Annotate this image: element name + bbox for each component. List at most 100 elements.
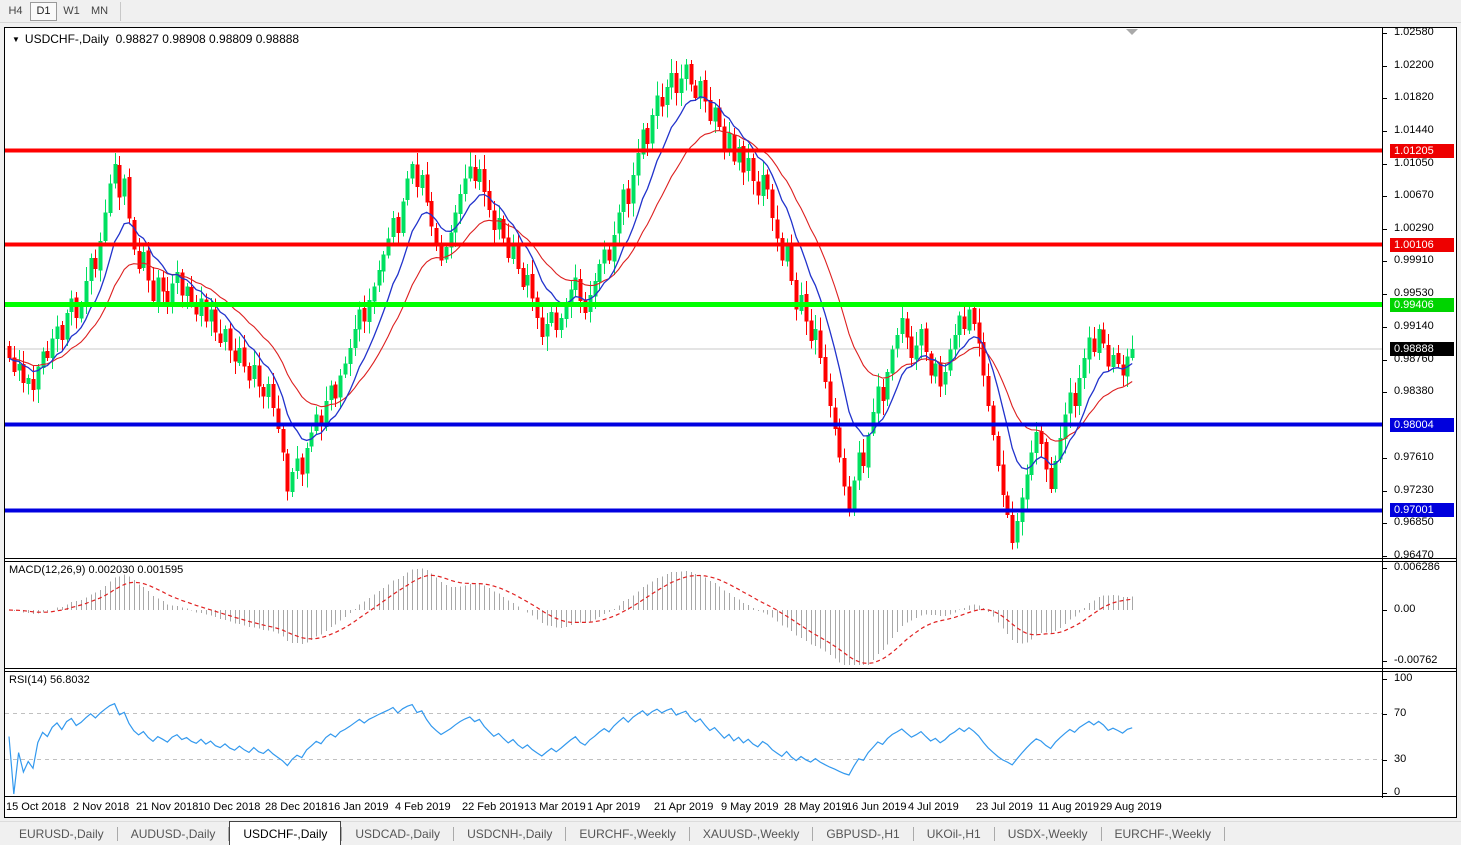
axis-tick-mark (1382, 458, 1387, 459)
price-level-badge: 1.00106 (1390, 238, 1454, 252)
axis-tick-mark (1382, 164, 1387, 165)
axis-tick-mark (1382, 714, 1387, 715)
axis-tick-mark (1382, 229, 1387, 230)
timeframe-button-h4[interactable]: H4 (2, 1, 29, 21)
date-axis-label: 29 Aug 2019 (1100, 801, 1162, 813)
tab-separator (341, 826, 343, 841)
date-axis-label: 16 Jan 2019 (328, 801, 389, 813)
axis-tick-mark (1382, 661, 1387, 662)
date-axis-label: 2 Nov 2018 (73, 801, 130, 813)
date-axis-label: 28 May 2019 (784, 801, 848, 813)
date-axis-label: 4 Jul 2019 (908, 801, 959, 813)
axis-label: 0.96470 (1394, 549, 1434, 561)
tab-usdx-weekly[interactable]: USDX-,Weekly (1007, 827, 1088, 841)
time-axis[interactable]: 15 Oct 2018 2 Nov 2018 21 Nov 2018 10 Dec 2… (5, 798, 1456, 817)
axis-tick-mark (1382, 131, 1387, 132)
rsi-indicator-label: RSI(14) 56.8032 (9, 674, 90, 686)
axis-label: 70 (1394, 707, 1407, 719)
tab-eurchf-weekly[interactable]: EURCHF-,Weekly (1114, 827, 1211, 841)
axis-label: 1.00290 (1394, 222, 1434, 234)
axis-label: 0.99530 (1394, 287, 1434, 299)
chart-title: ▼ USDCHF-,Daily 0.98827 0.98908 0.98809 0… (12, 32, 299, 46)
chart-ohlc-values: 0.98827 0.98908 0.98809 0.98888 (115, 32, 300, 46)
tab-separator (912, 826, 914, 841)
tab-eurchf-weekly[interactable]: EURCHF-,Weekly (579, 827, 676, 841)
tab-xauusd-weekly[interactable]: XAUUSD-,Weekly (702, 827, 800, 841)
macd-chart-canvas[interactable] (5, 562, 1382, 668)
rsi-pane[interactable]: RSI(14) 56.8032 (5, 672, 1456, 797)
tab-audusd-daily[interactable]: AUDUSD-,Daily (130, 827, 216, 841)
chart-symbol-label: USDCHF-,Daily (24, 32, 109, 46)
axis-tick-mark (1382, 66, 1387, 67)
timeframe-buttons: H4 D1 W1 MN (2, 1, 114, 21)
axis-label: 1.01050 (1394, 157, 1434, 169)
pane-splitter-rsi[interactable] (5, 668, 1456, 672)
symbol-tabbar: EURUSD-,Daily AUDUSD-,Daily USDCHF-,Daily U… (0, 821, 1461, 845)
chart-dropdown-icon[interactable]: ▼ (12, 35, 20, 44)
timeframe-button-mn[interactable]: MN (86, 1, 113, 21)
date-axis-label: 13 Mar 2019 (524, 801, 586, 813)
axis-tick-mark (1382, 491, 1387, 492)
axis-label: -0.00762 (1394, 654, 1438, 666)
tab-separator (116, 826, 118, 841)
date-axis-label: 21 Apr 2019 (654, 801, 714, 813)
price-pane[interactable]: ▼ USDCHF-,Daily 0.98827 0.98908 0.98809 0… (5, 28, 1456, 558)
tab-separator (1100, 826, 1102, 841)
tab-usdcad-daily[interactable]: USDCAD-,Daily (355, 827, 441, 841)
axis-label: 0.99910 (1394, 254, 1434, 266)
axis-tick-mark (1382, 33, 1387, 34)
axis-label: 0.96850 (1394, 516, 1434, 528)
axis-tick-mark (1382, 556, 1387, 557)
axis-tick-mark (1382, 760, 1387, 761)
tab-separator (993, 826, 995, 841)
date-axis-label: 10 Dec 2018 (198, 801, 261, 813)
axis-tick-mark (1382, 327, 1387, 328)
axis-tick-mark (1382, 294, 1387, 295)
pane-splitter-macd[interactable] (5, 558, 1456, 562)
price-level-badge: 1.01205 (1390, 144, 1454, 158)
axis-tick-mark (1382, 392, 1387, 393)
axis-tick-mark (1382, 196, 1387, 197)
rsi-chart-canvas[interactable] (5, 672, 1382, 797)
tab-usdcnh-daily[interactable]: USDCNH-,Daily (467, 827, 553, 841)
macd-pane[interactable]: MACD(12,26,9) 0.002030 0.001595 (5, 562, 1456, 668)
timeframe-button-w1[interactable]: W1 (58, 1, 85, 21)
timeframe-button-d1[interactable]: D1 (30, 1, 57, 21)
date-axis-label: 16 Jun 2019 (846, 801, 907, 813)
date-axis-label: 9 May 2019 (721, 801, 779, 813)
tab-separator (565, 826, 567, 841)
price-axis-border (1382, 28, 1383, 798)
chart-window: ▼ USDCHF-,Daily 0.98827 0.98908 0.98809 0… (4, 26, 1457, 818)
axis-tick-mark (1382, 261, 1387, 262)
tab-ukoil-h1[interactable]: UKOil-,H1 (926, 827, 981, 841)
autoscroll-shift-marker-icon[interactable] (1126, 29, 1138, 35)
axis-label: 30 (1394, 753, 1407, 765)
price-level-badge: 0.97001 (1390, 503, 1454, 517)
tab-gbpusd-h1[interactable]: GBPUSD-,H1 (826, 827, 900, 841)
axis-tick-mark (1382, 610, 1387, 611)
price-level-badge: 0.99406 (1390, 298, 1454, 312)
axis-label: 0.00 (1394, 603, 1416, 615)
timeframe-toolbar: H4 D1 W1 MN (0, 0, 1461, 23)
tab-separator (688, 826, 690, 841)
axis-label: 1.02580 (1394, 26, 1434, 38)
axis-label: 1.02200 (1394, 59, 1434, 71)
axis-label: 1.00670 (1394, 189, 1434, 201)
date-axis-label: 21 Nov 2018 (136, 801, 199, 813)
price-chart-canvas[interactable] (5, 28, 1382, 558)
date-axis-label: 23 Jul 2019 (976, 801, 1033, 813)
tab-separator (228, 826, 230, 841)
axis-label: 100 (1394, 672, 1413, 684)
axis-label: 1.01440 (1394, 124, 1434, 136)
tab-usdchf-daily[interactable]: USDCHF-,Daily (229, 821, 342, 845)
axis-label: 0.98380 (1394, 385, 1434, 397)
tab-separator (453, 826, 455, 841)
date-axis-label: 15 Oct 2018 (6, 801, 66, 813)
axis-tick-mark (1382, 679, 1387, 680)
axis-label: 0.99140 (1394, 320, 1434, 332)
tab-eurusd-daily[interactable]: EURUSD-,Daily (19, 827, 104, 841)
tab-separator (1223, 826, 1225, 841)
axis-tick-mark (1382, 568, 1387, 569)
axis-tick-mark (1382, 523, 1387, 524)
toolbar-divider (120, 1, 121, 21)
